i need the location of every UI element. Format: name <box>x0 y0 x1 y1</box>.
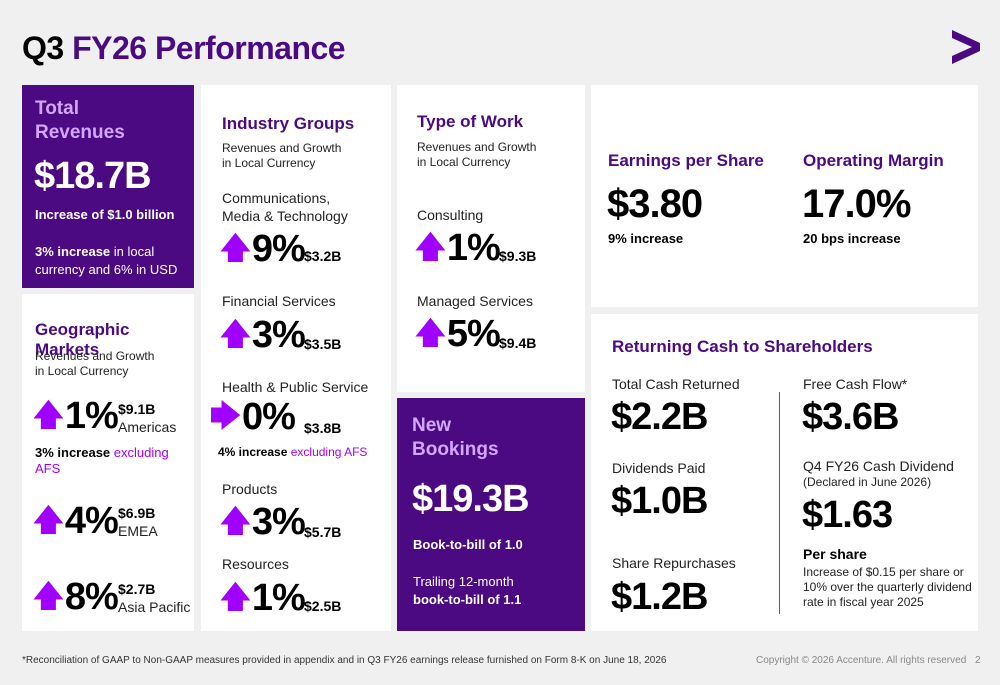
health-public-service-label: Health & Public Service <box>222 379 369 395</box>
industry-groups-heading: Industry Groups <box>222 114 355 133</box>
arrow-up-icon: 🡅 <box>33 580 64 613</box>
emea-amount: $6.9B <box>118 505 156 521</box>
cash-dividend-label: Q4 FY26 Cash Dividend <box>803 458 954 474</box>
consulting-growth: 🡅 1% <box>415 227 501 269</box>
resources-growth: 🡅 1% <box>220 577 306 619</box>
americas-label: Americas <box>118 419 177 435</box>
footer-note: *Reconciliation of GAAP to Non-GAAP meas… <box>22 655 667 666</box>
page-title: Q3 FY26 Performance <box>22 30 346 66</box>
free-cash-flow-value: $3.6B <box>802 396 899 438</box>
geographic-note: 3% increase excluding AFS <box>35 445 169 476</box>
geographic-markets-heading: Geographic Markets <box>35 320 130 359</box>
operating-margin-note: 20 bps increase <box>803 231 901 246</box>
resources-amount: $2.5B <box>304 598 342 614</box>
geographic-subheading: Revenues and Growth in Local Currency <box>35 349 155 378</box>
new-bookings-card: New Bookings $19.3B Book-to-bill of 1.0 … <box>397 398 585 631</box>
dividends-paid-value: $1.0B <box>611 480 708 522</box>
arrow-up-icon: 🡅 <box>33 399 64 432</box>
eps-heading: Earnings per Share <box>608 151 764 170</box>
share-repurchases-value: $1.2B <box>611 576 708 618</box>
managed-services-label: Managed Services <box>417 293 533 309</box>
asia-pacific-amount: $2.7B <box>118 581 156 597</box>
cash-dividend-value: $1.63 <box>802 494 893 536</box>
products-growth: 🡅 3% <box>220 501 306 543</box>
total-cash-returned-label: Total Cash Returned <box>612 376 740 392</box>
new-bookings-value: $19.3B <box>412 478 530 520</box>
emea-label: EMEA <box>118 523 158 539</box>
column-divider <box>779 392 780 614</box>
geographic-markets-card: Geographic Markets Revenues and Growth i… <box>22 294 194 631</box>
consulting-label: Consulting <box>417 207 484 223</box>
arrow-up-icon: 🡅 <box>220 505 251 538</box>
consulting-amount: $9.3B <box>499 248 537 264</box>
managed-services-amount: $9.4B <box>499 335 537 351</box>
share-repurchases-label: Share Repurchases <box>612 555 736 571</box>
cmt-label: Communications, Media & Technology <box>222 190 348 224</box>
per-share-label: Per share <box>803 546 867 562</box>
per-share-note: Increase of $0.15 per share or 10% over … <box>803 565 972 609</box>
cash-dividend-declared: (Declared in June 2026) <box>803 475 932 489</box>
total-revenues-value: $18.7B <box>34 155 152 197</box>
health-public-service-note: 4% increase excluding AFS <box>218 445 368 459</box>
arrow-right-icon: 🡆 <box>210 400 241 433</box>
eps-margin-card: Earnings per Share $3.80 9% increase Ope… <box>591 85 978 307</box>
arrow-up-icon: 🡅 <box>220 318 251 351</box>
copyright: Copyright © 2026 Accenture. All rights r… <box>756 655 967 666</box>
total-cash-returned-value: $2.2B <box>611 396 708 438</box>
total-revenues-card: Total Revenues $18.7B Increase of $1.0 b… <box>22 85 194 288</box>
arrow-up-icon: 🡅 <box>220 581 251 614</box>
health-public-service-growth: 🡆 0% <box>210 396 296 438</box>
total-revenues-increase: Increase of $1.0 billion <box>35 207 175 222</box>
free-cash-flow-label: Free Cash Flow* <box>803 376 908 392</box>
managed-services-growth: 🡅 5% <box>415 313 501 355</box>
resources-label: Resources <box>222 556 289 572</box>
industry-groups-card: Industry Groups Revenues and Growth in L… <box>201 85 391 631</box>
new-bookings-heading: New Bookings <box>412 415 499 460</box>
emea-growth: 🡅 4% <box>33 500 119 542</box>
total-revenues-heading: Total Revenues <box>35 98 125 143</box>
returning-cash-card: Returning Cash to Shareholders Total Cas… <box>591 314 978 631</box>
asia-pacific-growth: 🡅 8% <box>33 576 119 618</box>
industry-subheading: Revenues and Growth in Local Currency <box>222 141 342 170</box>
book-to-bill: Book-to-bill of 1.0 <box>413 537 523 552</box>
returning-cash-heading: Returning Cash to Shareholders <box>612 337 873 356</box>
type-of-work-subheading: Revenues and Growth in Local Currency <box>417 140 537 169</box>
arrow-up-icon: 🡅 <box>415 231 446 264</box>
trailing-book-to-bill: Trailing 12-month book-to-bill of 1.1 <box>413 574 522 607</box>
cmt-amount: $3.2B <box>304 248 342 264</box>
dividends-paid-label: Dividends Paid <box>612 460 706 476</box>
operating-margin-heading: Operating Margin <box>803 151 944 170</box>
eps-note: 9% increase <box>608 231 684 246</box>
cmt-growth: 🡅 9% <box>220 228 306 270</box>
americas-growth: 🡅 1% <box>33 395 119 437</box>
products-label: Products <box>222 481 278 497</box>
type-of-work-card: Type of Work Revenues and Growth in Loca… <box>397 85 585 392</box>
arrow-up-icon: 🡅 <box>220 232 251 265</box>
type-of-work-heading: Type of Work <box>417 112 524 131</box>
eps-value: $3.80 <box>607 182 703 226</box>
arrow-up-icon: 🡅 <box>415 317 446 350</box>
health-public-service-amount: $3.8B <box>304 420 342 436</box>
financial-services-amount: $3.5B <box>304 336 342 352</box>
financial-services-growth: 🡅 3% <box>220 314 306 356</box>
arrow-up-icon: 🡅 <box>33 504 64 537</box>
operating-margin-value: 17.0% <box>802 182 911 226</box>
asia-pacific-label: Asia Pacific <box>118 599 191 615</box>
financial-services-label: Financial Services <box>222 293 336 309</box>
products-amount: $5.7B <box>304 524 342 540</box>
page-number: 2 <box>975 655 981 666</box>
americas-amount: $9.1B <box>118 401 156 417</box>
total-revenues-growth: 3% increase in local currency and 6% in … <box>35 244 178 277</box>
accenture-greater-than-icon <box>952 30 980 64</box>
